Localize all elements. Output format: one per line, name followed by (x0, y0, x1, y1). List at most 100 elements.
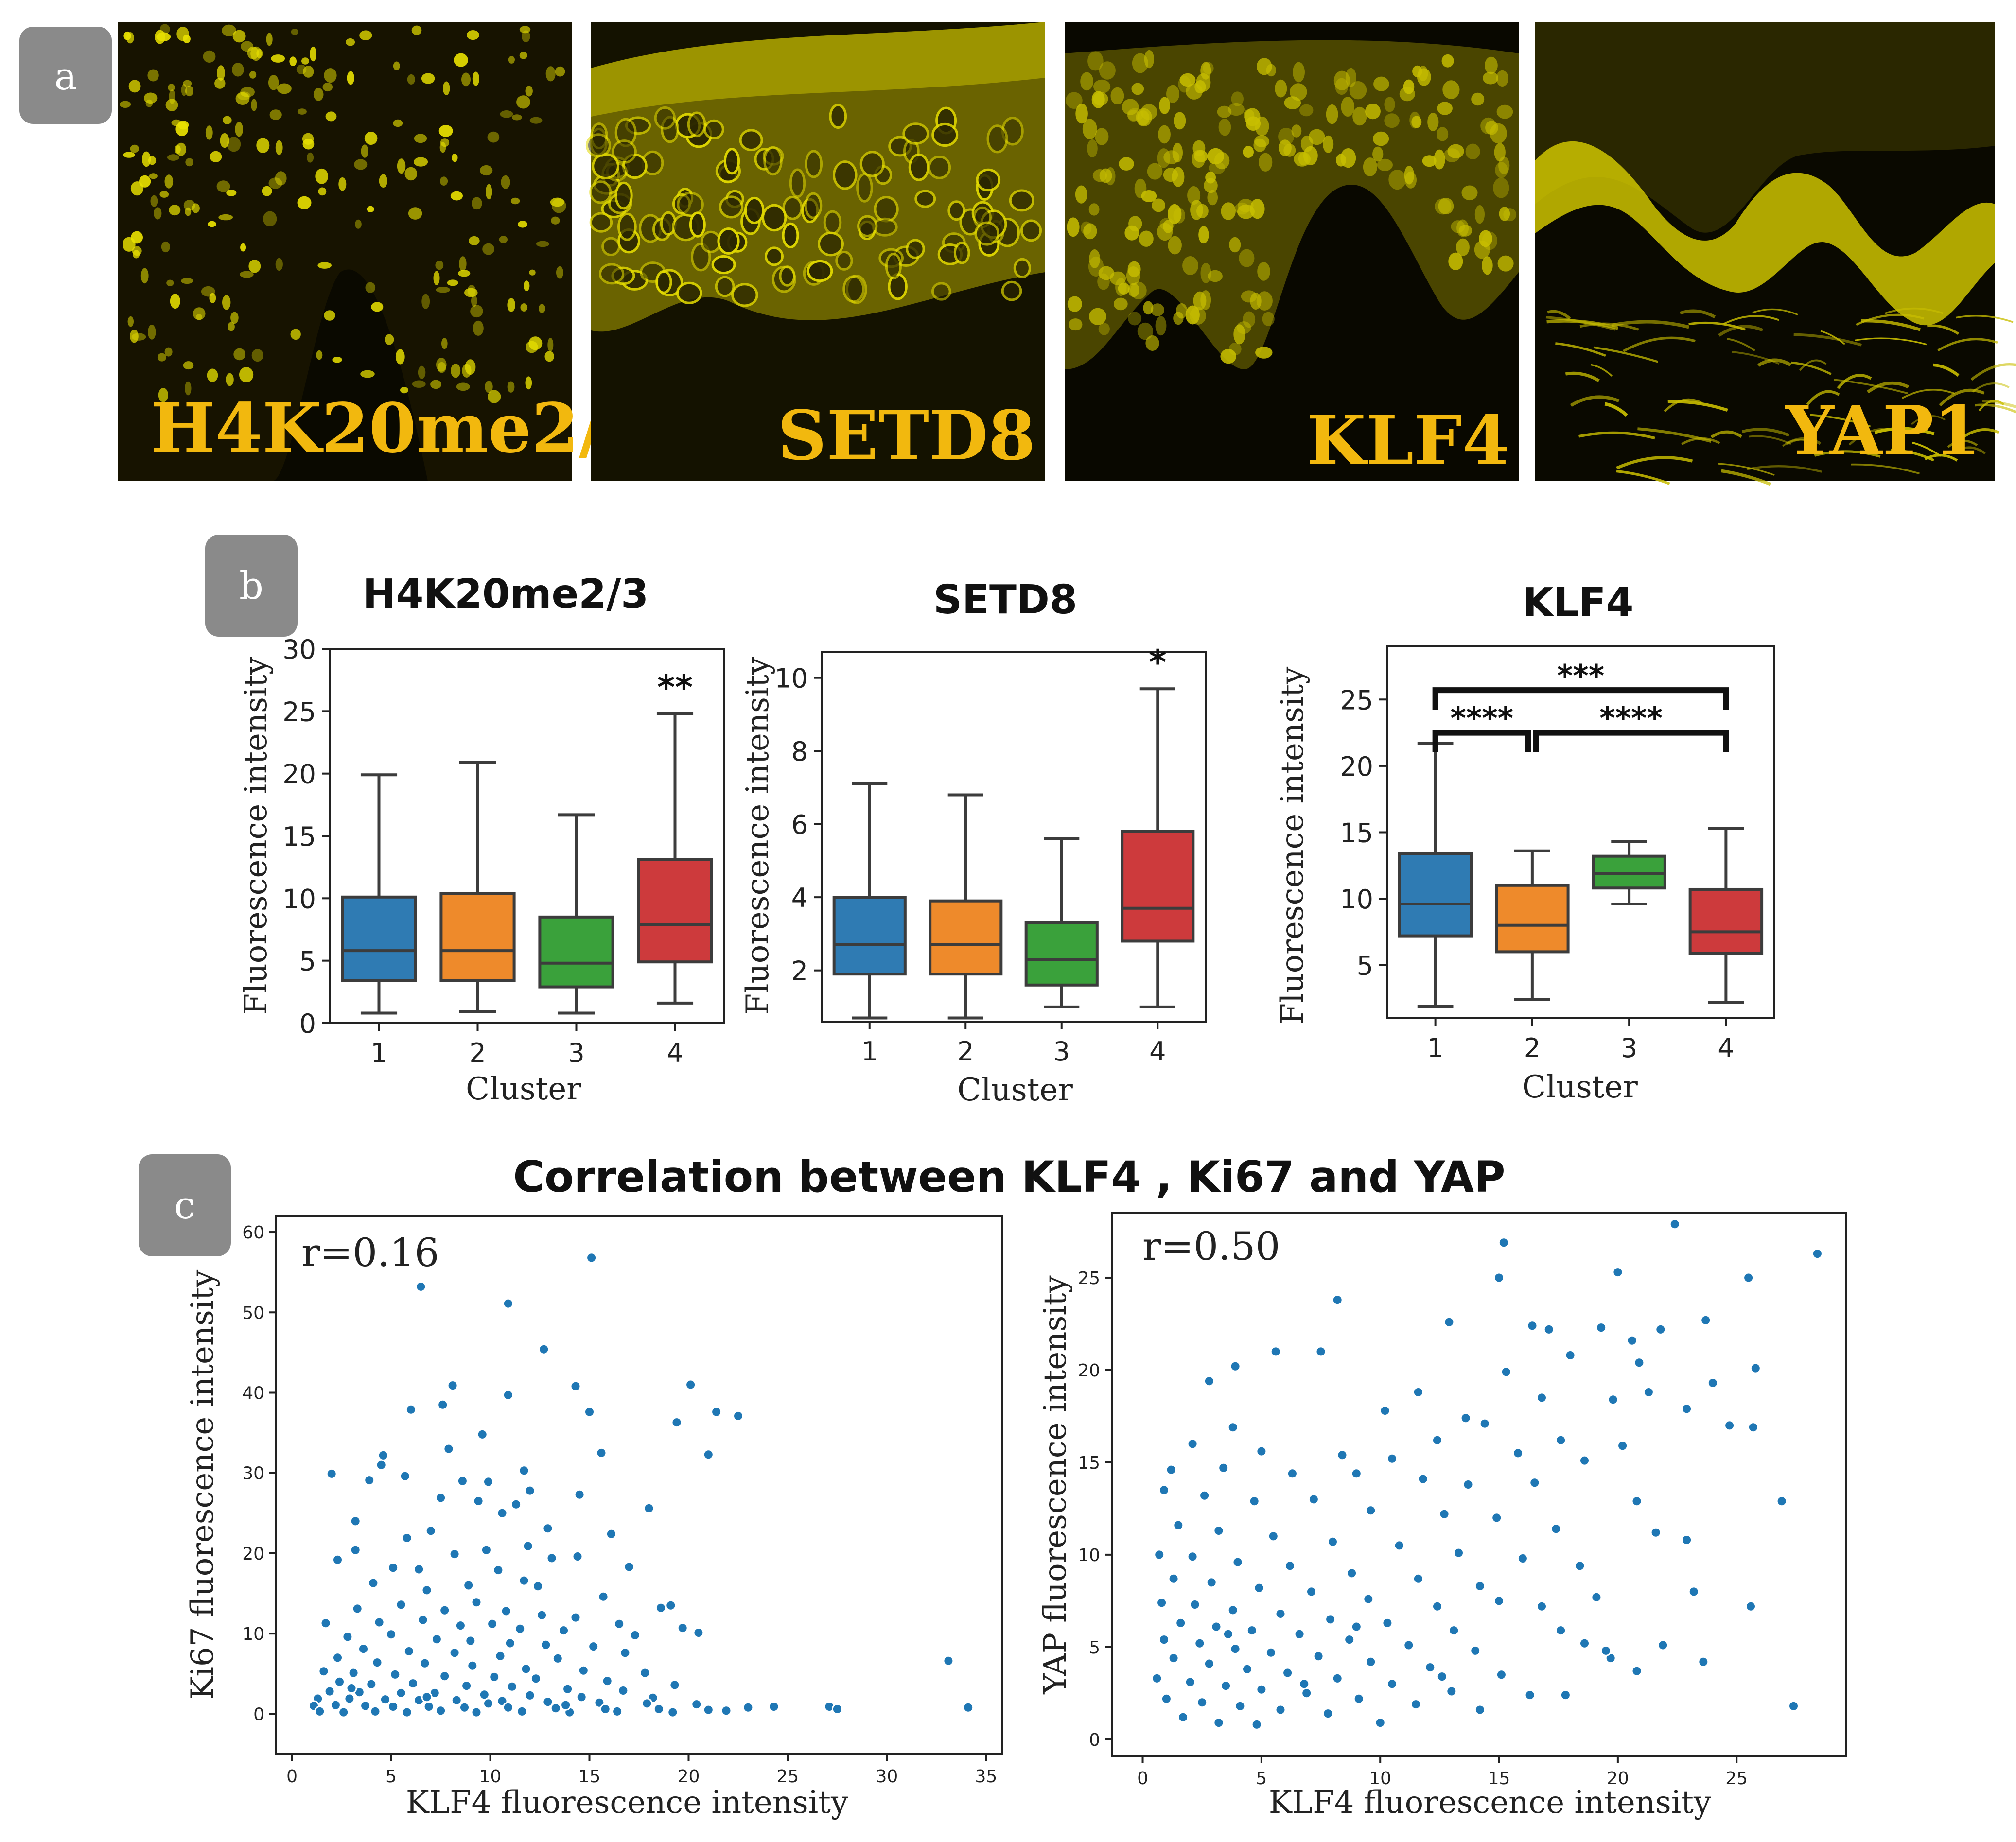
scatter-point (338, 1706, 350, 1718)
panel-c: c Correlation between KLF4 , Ki67 and YA… (139, 1152, 1847, 1821)
stromal-fiber (1718, 325, 1764, 337)
stromal-fiber (1546, 319, 1619, 330)
nucleus-dot (1257, 58, 1272, 75)
scatter-point (473, 1495, 484, 1507)
stromal-fiber (1710, 430, 1743, 439)
nucleus-dot (346, 38, 355, 46)
x-tick-label: 1 (861, 1036, 878, 1067)
stromal-fiber (1791, 361, 1832, 375)
cell-outline (763, 146, 783, 176)
nucleus-dot (315, 168, 329, 184)
nucleus-dot (397, 158, 406, 174)
nucleus-dot (297, 108, 307, 115)
x-axis-label: KLF4 fluorescence intensity (406, 1785, 848, 1821)
scatter-point (471, 1706, 482, 1718)
scatter-point (346, 1683, 357, 1694)
nucleus-dot (208, 221, 216, 227)
nucleus-dot (469, 236, 480, 245)
box-iqr-cluster-1 (832, 896, 907, 976)
stromal-fiber (1570, 395, 1620, 407)
nucleus-dot (1080, 72, 1094, 91)
nucleus-dot (1333, 70, 1350, 90)
scatter-point (530, 1673, 542, 1685)
scatter-point (320, 1617, 332, 1629)
nucleus-dot (1427, 112, 1439, 131)
scatter-point (459, 1702, 470, 1713)
nucleus-dot (438, 125, 453, 137)
scatter-point (1168, 1652, 1179, 1664)
scatter-point (629, 1630, 641, 1641)
nucleus-dot (1345, 68, 1356, 87)
nucleus-dot (140, 268, 149, 284)
micrograph-label-yap1: YAP1 (1785, 391, 1981, 471)
stromal-fiber (1664, 398, 1702, 413)
nucleus-dot (168, 84, 175, 92)
y-axis-label: YAP fluorescence intensity (1037, 1275, 1073, 1694)
scatter-point (465, 1635, 476, 1647)
x-tick-label: 5 (386, 1767, 397, 1787)
stromal-fiber (1637, 427, 1712, 443)
nucleus-dot (1145, 335, 1159, 351)
stromal-fiber (1718, 463, 1775, 476)
x-tick-label: 2 (1524, 1033, 1541, 1063)
scatter-point (614, 1618, 625, 1630)
scatter-point (351, 1603, 363, 1615)
stromal-fiber (1855, 337, 1927, 346)
nucleus-dot (1474, 240, 1490, 259)
x-tick-label: 4 (1718, 1033, 1734, 1063)
stromal-fiber (1727, 338, 1755, 351)
nucleus-dot (1185, 305, 1200, 325)
nucleus-dot (130, 330, 139, 343)
scatter-point (423, 1701, 435, 1712)
nucleus-dot (156, 32, 171, 42)
cell-outline (715, 276, 735, 297)
box-iqr-cluster-2 (439, 892, 516, 982)
scatter-point (332, 1652, 343, 1664)
scatter-point (1218, 1462, 1229, 1474)
nucleus-dot (1095, 128, 1109, 145)
scatter-point (720, 1705, 732, 1717)
nucleus-dot (1137, 322, 1154, 340)
nucleus-dot (522, 30, 530, 42)
y-tick-label: 8 (791, 736, 808, 767)
scatter-point (693, 1627, 704, 1638)
scatter-point (685, 1379, 697, 1390)
stromal-fiber (1793, 333, 1862, 347)
nucleus-dot (472, 197, 482, 210)
cell-outline (762, 204, 787, 232)
nucleus-dot (1482, 256, 1493, 275)
stromal-fiber (1978, 400, 2005, 412)
scatter-point (552, 1652, 563, 1664)
scatter-point (1626, 1335, 1638, 1346)
nucleus-dot (1456, 238, 1470, 256)
scatter-point (504, 1637, 516, 1649)
nucleus-dot (248, 260, 261, 273)
nucleus-dot (1262, 312, 1275, 326)
scatter-point (401, 1532, 413, 1544)
x-axis-label: KLF4 fluorescence intensity (1269, 1785, 1711, 1821)
y-tick-label: 5 (299, 946, 316, 977)
cell-outline (857, 215, 878, 237)
nucleus-dot (551, 216, 560, 225)
nucleus-dot (1099, 61, 1116, 80)
nucleus-dot (1373, 131, 1389, 146)
scatter-point (377, 1449, 389, 1461)
scatter-point (324, 1686, 335, 1697)
scatter-point (371, 1657, 383, 1668)
nucleus-dot (1166, 85, 1179, 103)
scatter-point (439, 1604, 451, 1616)
box-iqr-cluster-4 (1688, 887, 1764, 955)
stromal-fiber (1867, 381, 1910, 394)
scatter-point (1550, 1523, 1562, 1535)
nucleus-dot (459, 256, 467, 272)
scatter-point (437, 1399, 449, 1410)
y-tick-label: 15 (1078, 1453, 1100, 1473)
nucleus-dot (1088, 203, 1100, 216)
scatter-point (538, 1343, 550, 1355)
nucleus-dot (269, 109, 282, 121)
nucleus-dot (1139, 230, 1154, 247)
y-tick-label: 25 (1340, 685, 1373, 715)
box-iqr-cluster-1 (341, 895, 417, 982)
scatter-yap-vs-klf4: YAP fluorescence intensity KLF4 fluoresc… (1037, 1212, 1847, 1821)
stromal-fiber (1757, 358, 1792, 367)
